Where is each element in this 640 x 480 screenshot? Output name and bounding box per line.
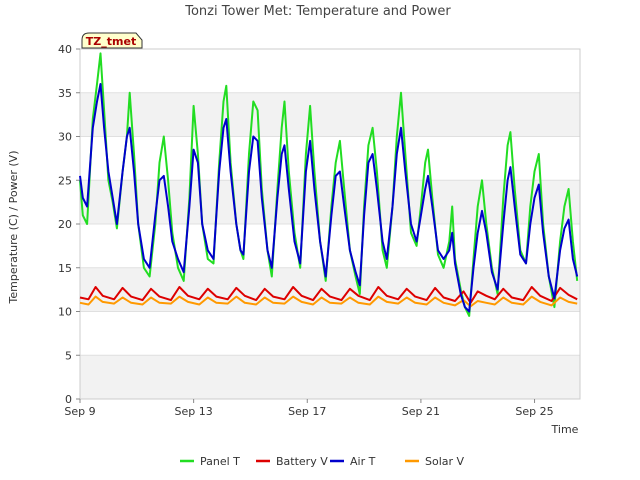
site-tag-label: TZ_tmet xyxy=(86,35,136,48)
band xyxy=(80,355,580,399)
y-tick-label: 35 xyxy=(58,87,72,100)
legend-label: Battery V xyxy=(276,455,328,468)
chart-title: Tonzi Tower Met: Temperature and Power xyxy=(184,4,451,19)
series-line-battery-v xyxy=(79,286,578,304)
y-tick-label: 25 xyxy=(58,174,72,187)
y-tick-label: 10 xyxy=(58,306,72,319)
y-tick-label: 15 xyxy=(58,262,72,275)
legend-label: Panel T xyxy=(200,455,240,468)
band xyxy=(80,92,580,137)
x-tick-label: Sep 17 xyxy=(288,405,326,418)
y-tick-label: 20 xyxy=(58,218,72,231)
site-tag: TZ_tmet xyxy=(81,32,143,49)
x-tick-label: Sep 25 xyxy=(515,405,553,418)
legend: Panel T Battery V Air T Solar V xyxy=(180,455,465,468)
legend-label: Air T xyxy=(350,455,376,468)
grid-lines xyxy=(79,48,581,400)
x-tick-label: Sep 13 xyxy=(175,405,213,418)
series-line-air-t xyxy=(79,83,579,313)
x-axis-label: Time xyxy=(551,423,579,436)
x-axis: Sep 9 Sep 13 Sep 17 Sep 21 Sep 25 xyxy=(64,399,554,418)
y-tick-label: 5 xyxy=(65,349,72,362)
y-axis: 0 5 10 15 20 25 30 35 40 xyxy=(58,43,80,406)
y-tick-label: 0 xyxy=(65,393,72,406)
y-axis-label: Temperature (C) / Power (V) xyxy=(7,150,20,304)
legend-label: Solar V xyxy=(425,455,465,468)
x-tick-label: Sep 9 xyxy=(64,405,95,418)
series-line-solar-v xyxy=(79,295,578,308)
x-tick-label: Sep 21 xyxy=(402,405,440,418)
y-tick-label: 40 xyxy=(58,43,72,56)
series-lines xyxy=(79,52,579,317)
y-tick-label: 30 xyxy=(58,131,72,144)
